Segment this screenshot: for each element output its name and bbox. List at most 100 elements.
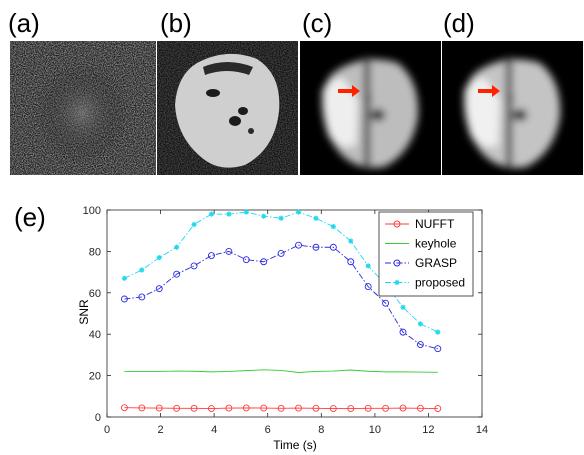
mri-image-d	[442, 41, 583, 175]
data-point-nufft	[416, 404, 424, 412]
data-point-nufft	[382, 404, 390, 412]
data-point-proposed	[313, 215, 319, 221]
data-point-grasp	[329, 243, 337, 251]
data-point-grasp	[416, 341, 424, 348]
data-point-proposed	[208, 211, 215, 217]
data-point-grasp	[295, 241, 302, 249]
data-point-proposed	[435, 329, 441, 335]
panel-label-c: (c)	[302, 8, 333, 38]
data-point-proposed	[261, 213, 267, 219]
data-point-nufft	[399, 404, 407, 412]
data-point-grasp	[260, 258, 268, 266]
data-point-grasp	[155, 285, 163, 293]
legend-item-keyhole: keyhole	[385, 237, 457, 251]
data-point-nufft	[434, 405, 442, 412]
data-point-proposed	[191, 221, 197, 228]
data-point-nufft	[208, 405, 215, 412]
data-point-nufft	[173, 404, 181, 412]
data-point-nufft	[329, 405, 337, 412]
data-point-proposed	[400, 304, 406, 310]
data-point-proposed	[156, 255, 162, 261]
data-point-proposed	[278, 215, 284, 221]
data-point-nufft	[277, 404, 285, 412]
data-point-proposed	[365, 263, 371, 269]
data-point-nufft	[364, 404, 372, 412]
x-tick-label: 8	[318, 424, 324, 436]
data-point-nufft	[295, 404, 302, 412]
y-tick-label: 60	[89, 288, 101, 300]
panel-label-d: (d)	[443, 8, 475, 38]
data-point-proposed	[139, 267, 145, 273]
data-point-proposed	[121, 275, 128, 281]
data-point-proposed	[295, 209, 302, 215]
series-keyhole	[124, 369, 438, 373]
legend-item-grasp: GRASP	[385, 256, 457, 270]
x-axis-label: Time (s)	[273, 438, 317, 452]
data-point-proposed	[330, 223, 336, 230]
data-point-nufft	[242, 404, 250, 412]
legend-label-proposed: proposed	[415, 276, 465, 290]
data-point-nufft	[120, 404, 128, 412]
y-tick-label: 80	[89, 246, 101, 258]
panel-label-a: (a)	[8, 8, 40, 38]
data-point-proposed	[417, 321, 423, 327]
data-point-grasp	[190, 262, 198, 270]
x-tick-label: 0	[104, 424, 110, 436]
data-point-proposed	[226, 211, 232, 217]
y-tick-label: 40	[89, 329, 101, 341]
mri-image-c	[300, 41, 441, 175]
data-point-nufft	[190, 404, 198, 412]
legend-label-keyhole: keyhole	[415, 237, 457, 251]
data-point-grasp	[312, 243, 320, 251]
y-axis-label: SNR	[77, 299, 91, 325]
data-point-nufft	[138, 404, 146, 412]
mri-image-b	[157, 41, 298, 175]
data-point-nufft	[225, 404, 233, 412]
data-point-grasp	[225, 247, 233, 255]
mri-image-a	[10, 41, 156, 175]
legend-item-nufft: NUFFT	[385, 217, 455, 231]
data-point-nufft	[260, 404, 268, 412]
data-point-nufft	[312, 404, 320, 412]
data-point-grasp	[382, 299, 390, 307]
data-point-grasp	[399, 328, 407, 336]
legend-item-proposed: proposed	[385, 276, 465, 290]
series-line-nufft	[124, 407, 438, 409]
legend-label-grasp: GRASP	[415, 256, 457, 270]
x-tick-label: 2	[158, 424, 164, 436]
y-tick-label: 20	[89, 371, 101, 383]
data-point-nufft	[347, 405, 355, 412]
data-point-grasp	[434, 345, 442, 353]
series-group	[120, 209, 442, 412]
data-point-grasp	[120, 295, 128, 303]
data-point-proposed	[174, 244, 180, 250]
legend-marker-grasp	[393, 259, 401, 267]
x-axis: 0 2 4 6 8 10 12 14	[104, 210, 488, 436]
data-point-grasp	[138, 293, 146, 301]
legend-label-nufft: NUFFT	[415, 217, 455, 231]
x-tick-label: 10	[369, 424, 381, 436]
series-line-keyhole	[124, 369, 438, 373]
legend-marker-nufft	[393, 220, 401, 228]
series-grasp	[120, 241, 442, 353]
data-point-grasp	[277, 250, 285, 257]
legend: NUFFT keyhole GRASP proposed	[378, 211, 474, 297]
legend-marker-proposed	[394, 279, 400, 286]
data-point-nufft	[155, 404, 163, 412]
series-line-grasp	[124, 244, 438, 350]
data-point-proposed	[243, 209, 249, 215]
x-tick-label: 6	[265, 424, 271, 436]
data-point-proposed	[348, 238, 354, 244]
data-point-grasp	[242, 256, 250, 264]
data-point-grasp	[364, 283, 372, 291]
data-point-grasp	[347, 258, 355, 266]
x-tick-label: 12	[422, 424, 434, 436]
data-point-grasp	[173, 270, 181, 278]
y-tick-label: 0	[95, 412, 101, 424]
x-tick-label: 4	[211, 424, 217, 436]
y-axis: 0 20 40 60 80 100	[83, 205, 482, 424]
panel-label-e: (e)	[14, 202, 46, 232]
x-tick-label: 14	[476, 424, 488, 436]
y-tick-label: 100	[83, 205, 101, 217]
